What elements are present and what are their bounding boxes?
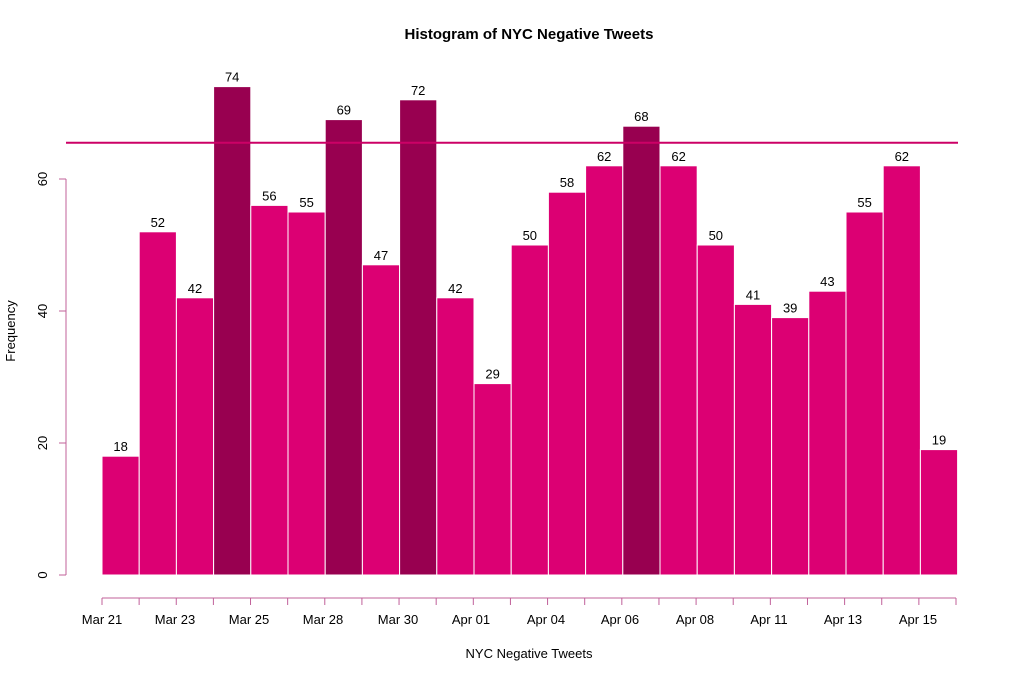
x-tick-label: Apr 06 bbox=[601, 612, 639, 627]
bar-value-label: 55 bbox=[857, 195, 871, 210]
y-tick-label: 20 bbox=[35, 436, 50, 450]
bar-value-label: 29 bbox=[485, 367, 499, 382]
bar bbox=[138, 231, 177, 576]
bar-value-label: 42 bbox=[448, 281, 462, 296]
bar bbox=[882, 165, 921, 576]
x-tick-label: Apr 15 bbox=[899, 612, 937, 627]
bar bbox=[324, 119, 363, 576]
bar-value-label: 62 bbox=[895, 149, 909, 164]
bar-value-label: 50 bbox=[709, 228, 723, 243]
bar bbox=[361, 264, 401, 576]
bar bbox=[733, 303, 773, 576]
y-tick-label: 60 bbox=[35, 172, 50, 186]
bar-value-label: 42 bbox=[188, 281, 202, 296]
bar-value-label: 62 bbox=[597, 149, 611, 164]
bar-value-label: 19 bbox=[932, 433, 946, 448]
bar-value-label: 47 bbox=[374, 248, 388, 263]
bar bbox=[250, 204, 289, 576]
x-axis-label: NYC Negative Tweets bbox=[466, 646, 593, 661]
bar-value-label: 18 bbox=[113, 439, 127, 454]
x-tick-label: Mar 25 bbox=[229, 612, 269, 627]
bar-value-label: 58 bbox=[560, 175, 574, 190]
bar bbox=[510, 244, 549, 576]
bar bbox=[919, 449, 959, 576]
y-axis-label: Frequency bbox=[3, 300, 18, 362]
bar bbox=[473, 383, 512, 576]
bar bbox=[436, 297, 475, 576]
bar bbox=[547, 191, 587, 576]
x-tick-label: Apr 04 bbox=[527, 612, 565, 627]
bar-value-label: 52 bbox=[151, 215, 165, 230]
bar bbox=[213, 86, 252, 576]
x-tick-label: Mar 23 bbox=[155, 612, 195, 627]
bar bbox=[585, 165, 624, 576]
y-tick-label: 40 bbox=[35, 304, 50, 318]
bar-value-label: 68 bbox=[634, 109, 648, 124]
bar-value-label: 39 bbox=[783, 301, 797, 316]
y-tick-label: 0 bbox=[35, 571, 50, 578]
chart-title: Histogram of NYC Negative Tweets bbox=[405, 26, 654, 43]
bar bbox=[808, 290, 847, 576]
bar-value-label: 74 bbox=[225, 70, 239, 85]
bar bbox=[399, 99, 438, 576]
x-tick-label: Mar 21 bbox=[82, 612, 122, 627]
bar bbox=[622, 125, 661, 576]
x-tick-label: Mar 30 bbox=[378, 612, 418, 627]
bar-value-label: 41 bbox=[746, 287, 760, 302]
bar bbox=[175, 297, 215, 576]
x-tick-label: Apr 13 bbox=[824, 612, 862, 627]
bar-value-label: 69 bbox=[337, 103, 351, 118]
bar-value-label: 56 bbox=[262, 188, 276, 203]
bar bbox=[287, 211, 326, 576]
bar bbox=[659, 165, 698, 576]
x-tick-label: Apr 08 bbox=[676, 612, 714, 627]
bar-value-label: 72 bbox=[411, 83, 425, 98]
x-axis: Mar 21 Mar 23 Mar 25 Mar 28 Mar 30 Apr 01 Apr … bbox=[82, 597, 957, 627]
bar bbox=[101, 455, 140, 576]
bar bbox=[696, 244, 735, 576]
bar-value-label: 55 bbox=[299, 195, 313, 210]
bar-value-label: 62 bbox=[671, 149, 685, 164]
data-labels-group: 18 52 42 74 56 55 69 47 72 42 29 50 58 62 68 62 50 41 39 43… bbox=[113, 70, 946, 455]
bars-group bbox=[101, 86, 959, 576]
y-axis: 0 20 40 60 bbox=[35, 172, 67, 579]
x-tick-label: Mar 28 bbox=[303, 612, 343, 627]
bar bbox=[771, 317, 810, 576]
bar bbox=[845, 211, 884, 576]
x-tick-label: Apr 01 bbox=[452, 612, 490, 627]
bar-value-label: 50 bbox=[523, 228, 537, 243]
x-tick-label: Apr 11 bbox=[750, 612, 787, 627]
bar-value-label: 43 bbox=[820, 274, 834, 289]
